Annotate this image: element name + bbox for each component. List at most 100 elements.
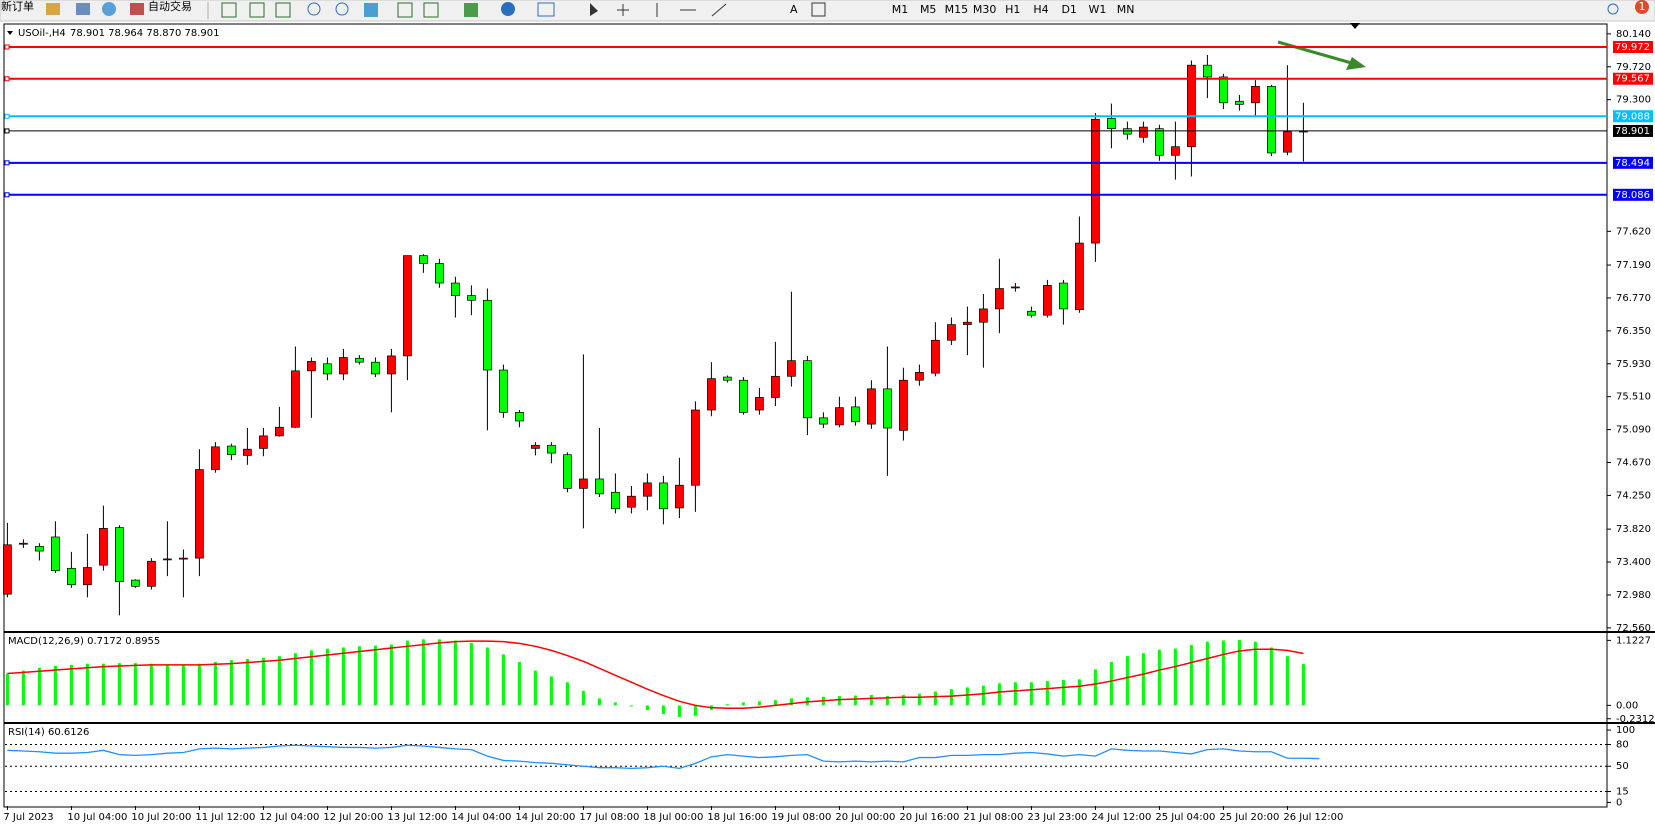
candle-body [275, 426, 284, 437]
icon[interactable] [249, 2, 265, 18]
candle-body [1267, 85, 1276, 154]
x-tick-label: 10 Jul 20:00 [131, 812, 191, 823]
macd-bar [837, 696, 841, 706]
candle-body [547, 444, 556, 454]
timeframe-button[interactable]: H4 [1033, 3, 1048, 16]
macd-bar [261, 657, 265, 706]
x-tick-label: 26 Jul 12:00 [1283, 812, 1343, 823]
candle-body [659, 482, 668, 510]
timeframe-button[interactable]: D1 [1061, 3, 1076, 16]
candle-body [147, 560, 156, 587]
icon[interactable] [335, 2, 349, 16]
candle-body [115, 527, 124, 582]
icon[interactable] [617, 4, 629, 16]
candle-body [851, 406, 860, 423]
candle-body [627, 495, 636, 508]
candle-body [787, 360, 796, 377]
chart-subtitle: 78.901 78.964 78.870 78.901 [70, 28, 220, 39]
macd-bar [1141, 653, 1145, 706]
x-tick-label: 20 Jul 00:00 [835, 812, 895, 823]
macd-bar [245, 659, 249, 706]
candle-body [563, 454, 572, 489]
icon[interactable] [811, 2, 826, 17]
y-tick-label: 50 [1616, 761, 1629, 772]
macd-bar [1125, 656, 1129, 706]
icon[interactable] [130, 3, 144, 15]
macd-bar [133, 663, 137, 706]
candle-body [467, 295, 476, 301]
x-tick-label: 11 Jul 12:00 [195, 812, 255, 823]
timeframe-button[interactable]: M15 [945, 3, 969, 16]
macd-bar [1237, 639, 1241, 706]
icon[interactable] [590, 3, 598, 16]
icon[interactable] [307, 2, 321, 16]
icon[interactable] [464, 3, 478, 17]
level-tag [1613, 41, 1653, 54]
notification-count[interactable]: 1 [1639, 0, 1646, 13]
level-handle [4, 128, 10, 134]
candle-body [483, 299, 492, 371]
icon[interactable] [537, 2, 555, 17]
timeframe-button[interactable]: MN [1117, 3, 1135, 16]
macd-bar [853, 695, 857, 706]
x-tick-label: 12 Jul 20:00 [323, 812, 383, 823]
candle-body [979, 308, 988, 323]
macd-bar [725, 704, 729, 706]
macd-bar [629, 705, 633, 707]
candle-body [883, 388, 892, 429]
candle-body [419, 255, 428, 264]
candle-body [99, 527, 108, 566]
candle-body [83, 567, 92, 586]
arrow-head [1346, 57, 1366, 70]
candle-body [755, 397, 764, 411]
icon[interactable] [76, 3, 90, 15]
toolbar-button[interactable]: 新订单 [1, 0, 34, 13]
icon[interactable] [656, 3, 727, 17]
icon[interactable] [423, 2, 439, 18]
macd-bar [421, 639, 425, 706]
timeframe-button[interactable]: W1 [1088, 3, 1106, 16]
icon[interactable] [102, 2, 116, 16]
x-tick-label: 13 Jul 12:00 [387, 812, 447, 823]
icon[interactable] [364, 3, 378, 17]
y-tick-label: 77.190 [1616, 260, 1651, 271]
macd-bar [565, 682, 569, 706]
indicator-title: RSI(14) 60.6126 [8, 727, 89, 738]
toolbar-button[interactable]: 自动交易 [148, 0, 192, 13]
notification[interactable] [1635, 0, 1649, 14]
icon[interactable] [221, 2, 237, 18]
macd-bar [645, 705, 649, 710]
candle-body [499, 369, 508, 413]
x-tick-label: 12 Jul 04:00 [259, 812, 319, 823]
search-icon[interactable] [1607, 3, 1619, 15]
trend-arrow [1277, 40, 1366, 70]
macd-bar [917, 693, 921, 706]
macd-bar [1061, 679, 1065, 706]
macd-bar [325, 648, 329, 706]
icon[interactable] [397, 2, 413, 18]
candle-body [691, 409, 700, 486]
macd-bar [677, 705, 681, 717]
y-tick-label: 76.770 [1616, 293, 1651, 304]
icon[interactable] [501, 2, 515, 16]
level-label: 79.972 [1615, 42, 1650, 53]
rsi-line [7, 744, 1320, 770]
candle-body [51, 536, 60, 572]
icon[interactable] [275, 2, 291, 18]
candle-body [835, 407, 844, 426]
y-tick-label: 79.720 [1616, 62, 1651, 73]
candle-body [1027, 310, 1036, 316]
timeframe-button[interactable]: H1 [1005, 3, 1020, 16]
icon[interactable] [46, 3, 60, 15]
macd-bar [1045, 681, 1049, 706]
candle-body [675, 484, 684, 509]
macd-bar [277, 656, 281, 706]
icon[interactable]: A [790, 3, 798, 16]
timeframe-button[interactable]: M1 [892, 3, 909, 16]
timeframe-button[interactable]: M30 [973, 3, 997, 16]
timeframe-button[interactable]: M5 [920, 3, 937, 16]
macd-bar [213, 661, 217, 706]
x-tick-label: 25 Jul 20:00 [1219, 812, 1279, 823]
macd-bar [469, 642, 473, 706]
